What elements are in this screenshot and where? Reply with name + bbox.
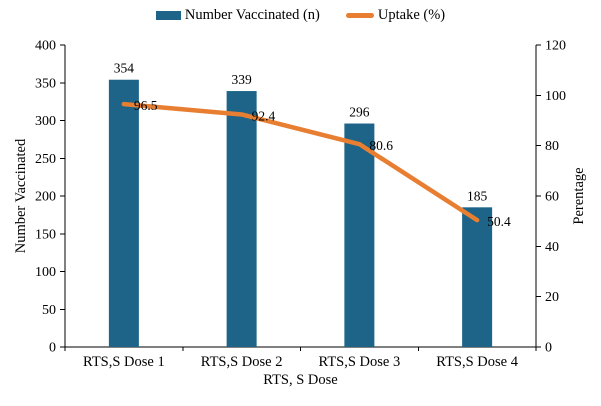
x-axis-category-label: RTS,S Dose 1 [83,354,165,370]
left-axis-tick-label: 300 [35,114,56,129]
left-axis-tick-label: 150 [35,227,56,242]
left-axis-tick-label: 200 [35,190,56,205]
x-axis-category-label: RTS,S Dose 3 [319,354,401,370]
left-axis-tick-label: 250 [35,152,56,167]
bar-rts-s-dose-1 [108,79,139,347]
line-series-swatch [345,13,374,18]
right-axis-tick-label: 60 [545,190,559,205]
left-axis-tick-label: 350 [35,76,56,91]
line-value-label: 80.6 [369,138,393,153]
x-axis-category-label: RTS,S Dose 2 [201,354,283,370]
right-axis-tick-label: 120 [545,39,566,54]
left-axis-tick-label: 100 [35,265,56,280]
left-axis-tick-label: 400 [35,39,56,54]
bar-value-label: 354 [114,61,135,76]
legend-item-uptake: Uptake (%) [345,7,446,24]
right-axis-tick-label: 0 [545,341,552,356]
bar-value-label: 185 [467,188,488,203]
right-axis-tick-label: 20 [545,290,559,305]
legend: Number Vaccinated (n) Uptake (%) [0,7,601,24]
line-value-label: 92.4 [252,108,276,123]
right-axis-tick-label: 40 [545,240,559,255]
bar-value-label: 296 [349,105,370,120]
legend-label-number-vaccinated: Number Vaccinated (n) [184,7,320,23]
legend-item-number-vaccinated: Number Vaccinated (n) [155,7,320,24]
bar-value-label: 339 [232,72,253,87]
left-axis-tick-label: 0 [49,341,56,356]
bar-rts-s-dose-3 [344,123,375,348]
bar-rts-s-dose-2 [226,91,257,348]
right-axis-tick-label: 100 [545,89,566,104]
x-axis-category-label: RTS,S Dose 4 [436,354,518,370]
left-axis-tick-label: 50 [42,303,56,318]
uptake-line [121,101,480,223]
x-axis-title: RTS, S Dose [263,372,338,388]
legend-label-uptake: Uptake (%) [377,7,446,23]
line-value-label: 96.5 [134,98,158,113]
right-axis-tick-label: 80 [545,139,559,154]
bar-rts-s-dose-4 [462,207,493,347]
bar-series-swatch [155,11,181,20]
line-value-label: 50.4 [487,214,511,229]
